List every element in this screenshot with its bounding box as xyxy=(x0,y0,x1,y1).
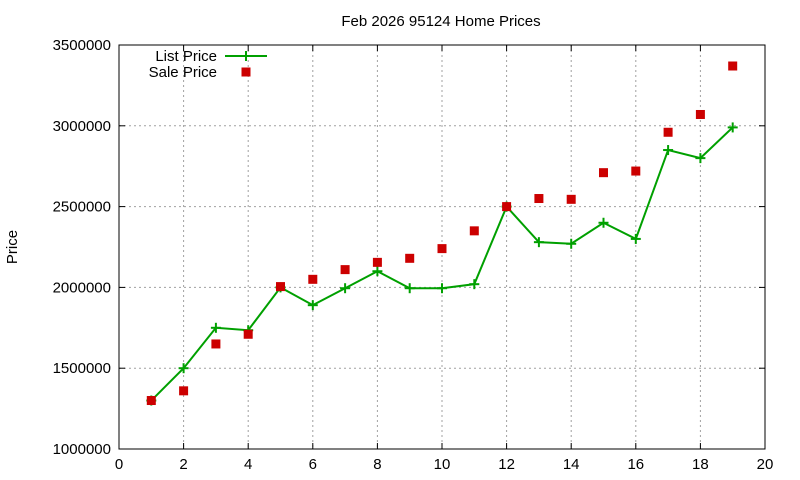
chart-title: Feb 2026 95124 Home Prices xyxy=(341,13,540,30)
y-tick-label: 2000000 xyxy=(53,279,111,296)
plus-marker xyxy=(630,233,641,244)
square-marker xyxy=(308,274,318,284)
legend-plus-icon xyxy=(241,51,251,61)
x-tick-label: 20 xyxy=(757,456,774,473)
plus-marker xyxy=(469,279,480,290)
x-tick-label: 6 xyxy=(309,456,317,473)
plus-marker xyxy=(307,300,318,311)
square-marker xyxy=(566,194,576,204)
data-series xyxy=(146,61,738,406)
x-tick-label: 18 xyxy=(692,456,709,473)
square-marker xyxy=(728,61,738,71)
axes: 0 2 4 6 8 10 12 14 16 18 20 1000000 1500000 2000000 25… xyxy=(53,37,774,473)
y-tick-label: 3500000 xyxy=(53,37,111,54)
square-marker xyxy=(631,166,641,176)
plus-marker xyxy=(663,145,674,156)
square-marker xyxy=(663,127,673,137)
plus-marker xyxy=(210,322,221,333)
square-marker xyxy=(146,396,156,406)
square-marker xyxy=(405,253,415,263)
x-tick-label: 14 xyxy=(563,456,580,473)
plus-marker xyxy=(695,153,706,164)
list-price-line xyxy=(150,126,734,402)
square-marker xyxy=(340,265,350,275)
plus-marker xyxy=(178,363,189,374)
square-marker xyxy=(372,257,382,267)
y-tick-label: 1000000 xyxy=(53,441,111,458)
legend-label: List Price xyxy=(155,48,217,65)
x-tick-label: 10 xyxy=(434,456,451,473)
plus-marker xyxy=(727,122,738,133)
square-marker xyxy=(276,282,285,292)
square-marker xyxy=(437,244,447,254)
legend-label: Sale Price xyxy=(149,64,217,81)
y-axis-label: Price xyxy=(4,230,21,264)
square-marker xyxy=(534,194,544,204)
square-marker xyxy=(179,386,189,396)
legend-square-icon xyxy=(241,67,251,77)
list-price-series xyxy=(146,122,738,406)
plus-marker xyxy=(372,266,383,277)
square-marker xyxy=(599,168,608,178)
x-tick-label: 2 xyxy=(179,456,187,473)
plus-marker xyxy=(340,283,351,294)
plus-marker xyxy=(437,283,447,294)
x-tick-label: 12 xyxy=(498,456,515,473)
y-tick-label: 2500000 xyxy=(53,199,111,216)
plus-marker xyxy=(598,217,609,228)
square-marker xyxy=(469,226,479,236)
y-tick-label: 3000000 xyxy=(53,118,111,135)
x-tick-label: 0 xyxy=(115,456,123,473)
plus-marker xyxy=(404,283,415,294)
y-tick-label: 1500000 xyxy=(53,360,111,377)
square-marker xyxy=(211,339,221,349)
square-marker xyxy=(695,109,705,119)
plus-marker xyxy=(533,237,544,248)
x-tick-label: 8 xyxy=(373,456,381,473)
sale-price-series xyxy=(146,61,738,406)
square-marker xyxy=(243,329,253,339)
x-tick-label: 16 xyxy=(627,456,644,473)
x-tick-label: 4 xyxy=(244,456,252,473)
square-marker xyxy=(502,202,512,212)
plus-marker xyxy=(566,238,577,249)
